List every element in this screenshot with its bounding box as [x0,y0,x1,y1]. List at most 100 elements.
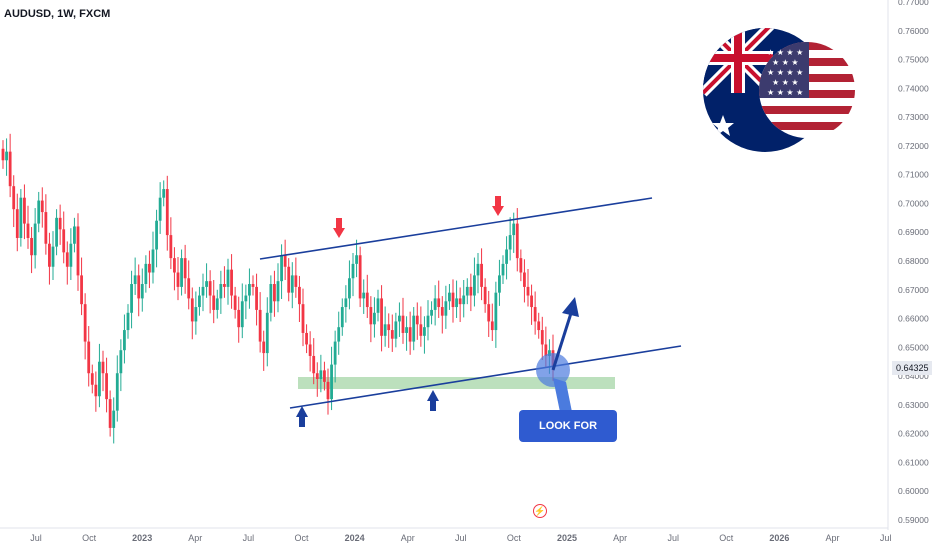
current-price-label: 0.64325 [892,361,932,375]
price-tick-label: 0.65000 [898,342,929,352]
candle-body [140,284,144,299]
candle-body [412,315,416,342]
red-down-arrow-1 [333,218,345,238]
candle-body [323,370,326,382]
price-tick-label: 0.73000 [898,112,929,122]
red-down-arrow-2 [492,196,504,216]
candle-body [76,226,80,276]
price-tick-label: 0.76000 [898,26,929,36]
candle-body [376,298,380,313]
svg-text:★ ★ ★: ★ ★ ★ [772,78,799,87]
price-tick-label: 0.63000 [898,400,929,410]
price-tick-label: 0.71000 [898,170,929,180]
candle-body [490,321,494,331]
lightning-icon[interactable]: ⚡ [533,504,547,518]
candle-body [123,330,126,351]
time-tick-label: Oct [507,533,522,543]
candle-body [498,275,501,293]
time-tick-label: 2024 [345,533,365,543]
candle-body [515,223,519,259]
candle-body [155,220,158,250]
blue-up-arrow-2 [427,390,439,411]
candle-body [40,200,44,213]
candle-body [351,263,355,279]
candle-body [205,281,208,287]
candle-body [426,315,430,328]
time-tick-label: Jul [455,533,467,543]
candle-body [173,258,176,273]
look-for-longs-callout: LOOK FOR LONGS [519,410,617,464]
candle-body [83,304,87,342]
candle-body [15,209,19,238]
candle-body [408,327,412,342]
time-tick-label: Oct [719,533,734,543]
candle-body [112,410,116,428]
candle-body [444,301,448,316]
candle-body [62,229,66,253]
candle-body [315,373,319,379]
candle-body [523,272,526,287]
candle-body [151,249,155,273]
candle-body [419,324,423,336]
candle-body [348,278,351,299]
candle-body [540,330,544,345]
candle-body [144,263,148,285]
candle-body [508,235,512,250]
candle-body [119,350,123,374]
time-tick-label: Apr [188,533,202,543]
candle-body [162,189,166,198]
candle-body [308,344,312,356]
candle-body [423,327,426,336]
candle-body [305,332,308,345]
candle-body [51,246,55,267]
resistance-trendline[interactable] [259,197,653,260]
time-tick-label: Oct [294,533,309,543]
time-tick-label: 2026 [769,533,789,543]
candle-body [455,298,458,308]
candle-body [101,361,105,374]
candle-body [533,307,537,322]
time-tick-label: Apr [825,533,839,543]
candle-body [126,312,130,331]
candle-body [437,298,441,308]
candle-body [362,292,366,299]
time-tick-label: Jul [243,533,255,543]
candle-body [298,286,301,305]
candle-body [340,307,344,328]
candle-body [480,263,483,287]
candle-body [269,284,273,313]
candle-body [187,278,191,299]
candle-body [190,298,194,322]
candle-body [108,399,112,428]
candle-body [248,284,251,296]
time-tick-label: 2023 [132,533,152,543]
candle-body [476,263,480,276]
candle-body [262,341,266,354]
svg-text:★ ★ ★ ★: ★ ★ ★ ★ [767,88,803,97]
svg-text:★ ★ ★: ★ ★ ★ [772,58,799,67]
candle-body [69,243,73,267]
candle-body [19,197,23,238]
candle-body [26,223,30,238]
candle-body [387,324,391,331]
price-tick-label: 0.77000 [898,0,929,7]
candle-body [23,197,26,224]
candle-body [330,364,333,400]
candle-body [344,298,348,308]
candle-body [512,223,516,236]
time-tick-label: Oct [82,533,97,543]
candle-body [548,350,551,356]
candle-body [283,255,287,267]
candle-body [233,295,237,310]
price-tick-label: 0.69000 [898,227,929,237]
support-zone [298,377,615,389]
candle-body [537,321,541,331]
candle-body [462,295,466,305]
candle-body [451,292,455,308]
candle-body [433,298,437,310]
callout-pointer [553,378,572,412]
candle-body [294,275,298,287]
candle-body [337,327,341,342]
support-trendline[interactable] [289,345,682,409]
